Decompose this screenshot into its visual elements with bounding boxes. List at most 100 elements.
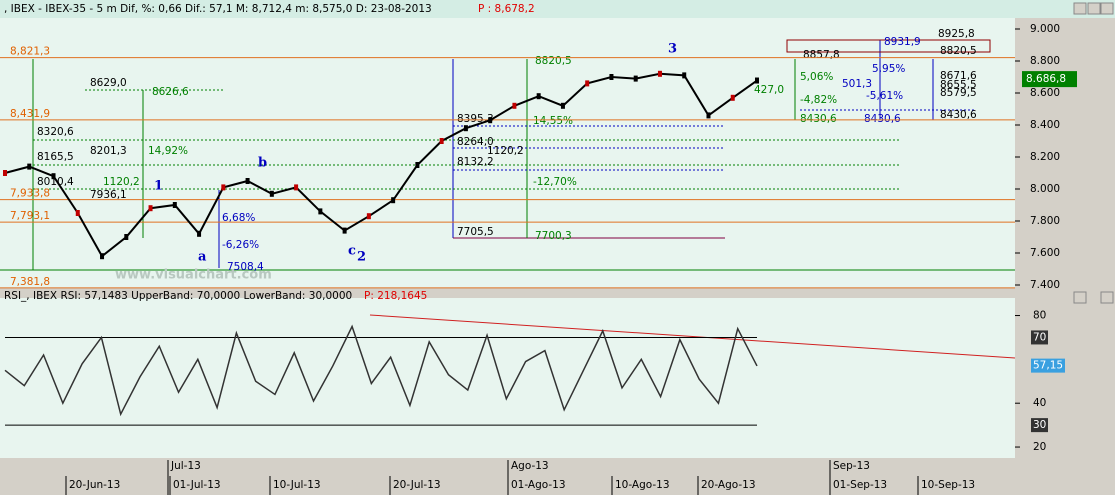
- annotation: 8857,8: [803, 49, 840, 61]
- rsi-trendline: [369, 314, 1016, 359]
- annotation: 7508,4: [227, 261, 264, 273]
- y-tick-label: 8.800: [1030, 55, 1060, 67]
- y-tick-label: 20: [1033, 441, 1046, 453]
- annotation: -12,70%: [533, 176, 577, 188]
- annotation: 14,92%: [148, 145, 188, 157]
- y-tick-label: 7.800: [1030, 215, 1060, 227]
- candle: [585, 80, 590, 87]
- day-label: 20-Jun-13: [69, 479, 120, 491]
- wave-label: b: [258, 156, 267, 171]
- candle: [730, 94, 735, 101]
- annotation: 7936,1: [90, 189, 127, 201]
- level-label: 8,821,3: [10, 46, 50, 58]
- candle: [124, 234, 129, 240]
- band-box: [1031, 418, 1048, 433]
- candle: [342, 227, 347, 234]
- separator: [0, 288, 1115, 298]
- day-label: 20-Jul-13: [393, 479, 441, 491]
- annotation: 1120,2: [487, 145, 524, 157]
- candle: [294, 184, 299, 191]
- band-box: [1031, 330, 1048, 345]
- price-line: [4, 72, 758, 258]
- candle: [536, 93, 541, 100]
- candle: [560, 102, 565, 109]
- annotation: 8430,6: [940, 109, 977, 121]
- candle: [221, 184, 226, 191]
- month-label: Sep-13: [833, 460, 870, 472]
- y-tick-label: 8.200: [1030, 151, 1060, 163]
- rsi-close-button[interactable]: [1100, 291, 1114, 304]
- annotation: 8626,6: [152, 86, 189, 98]
- candle: [682, 72, 687, 79]
- annotation: 8925,8: [938, 28, 975, 40]
- candle: [245, 178, 250, 184]
- candle: [512, 102, 517, 109]
- annotation: 8264,0: [457, 136, 494, 148]
- drawing-tools: [0, 39, 1016, 359]
- candle: [706, 112, 711, 119]
- rsi-minimize-button[interactable]: [1073, 291, 1087, 304]
- close-button[interactable]: [1100, 2, 1114, 15]
- price-plot: [0, 18, 1015, 288]
- candle: [3, 170, 7, 176]
- day-label: 10-Ago-13: [615, 479, 670, 491]
- header-price: P : 8,678,2: [478, 3, 535, 15]
- wave-label: a: [198, 250, 207, 265]
- rsi-price: P: 218,1645: [364, 290, 427, 302]
- maximize-button[interactable]: [1087, 2, 1101, 15]
- annotation: 1120,2: [103, 176, 140, 188]
- annotation: 7705,5: [457, 226, 494, 238]
- day-label: 10-Jul-13: [273, 479, 321, 491]
- candle: [391, 197, 396, 204]
- candle: [609, 74, 614, 80]
- candle: [633, 75, 638, 82]
- annotation: 8430,6: [864, 113, 901, 125]
- candle: [51, 173, 56, 180]
- annotation: 8165,5: [37, 151, 74, 163]
- annotations: 8629,0 8626,6 8320,6 8201,3 14,92% 8165,…: [37, 28, 977, 283]
- candle: [172, 202, 177, 208]
- day-label: 20-Ago-13: [701, 479, 756, 491]
- annotation: 7700,3: [535, 230, 572, 242]
- annotation: 5,06%: [800, 71, 833, 83]
- day-label: 10-Sep-13: [921, 479, 975, 491]
- rsi-last-box: [1031, 358, 1065, 373]
- level-label: 7,793,1: [10, 210, 50, 222]
- wave-label: c: [348, 244, 356, 259]
- annotation: 8010,4: [37, 176, 74, 188]
- day-label: 01-Sep-13: [833, 479, 887, 491]
- annotation: 501,3: [842, 78, 872, 90]
- last-price-box: [1022, 71, 1077, 88]
- candle: [269, 190, 274, 197]
- annotation: -6,26%: [222, 239, 259, 251]
- y-tick-label: 80: [1033, 310, 1046, 322]
- rsi-plot: [0, 298, 1015, 458]
- annotation: 8820,5: [940, 45, 977, 57]
- y-tick-label: 7.600: [1030, 247, 1060, 259]
- minimize-button[interactable]: [1073, 2, 1087, 15]
- annotation: 6,68%: [222, 212, 255, 224]
- target-box: [786, 39, 991, 53]
- candle: [755, 77, 759, 84]
- header-bar: [0, 0, 1115, 18]
- annotation: 8671,6: [940, 70, 977, 82]
- last-price-label: 8.686,8: [1026, 73, 1066, 85]
- annotation: -4,82%: [800, 94, 837, 106]
- y-tick-label: 7.400: [1030, 279, 1060, 291]
- annotation: 8931,9: [884, 36, 921, 48]
- y-tick-label: 8.000: [1030, 183, 1060, 195]
- y-tick-label: 40: [1033, 397, 1046, 409]
- candle: [415, 162, 420, 168]
- annotation: 5,95%: [872, 63, 905, 75]
- candle: [439, 138, 444, 144]
- level-label: 8,431,9: [10, 108, 50, 120]
- annotation: 8579,5: [940, 87, 977, 99]
- annotation: 8430,6: [800, 113, 837, 125]
- band-label: 70: [1033, 331, 1046, 343]
- candle: [488, 117, 493, 124]
- annotation: 14,55%: [533, 115, 573, 127]
- y-tick-label: 8.600: [1030, 87, 1060, 99]
- rsi-last-label: 57,15: [1033, 360, 1063, 372]
- candle: [75, 210, 80, 216]
